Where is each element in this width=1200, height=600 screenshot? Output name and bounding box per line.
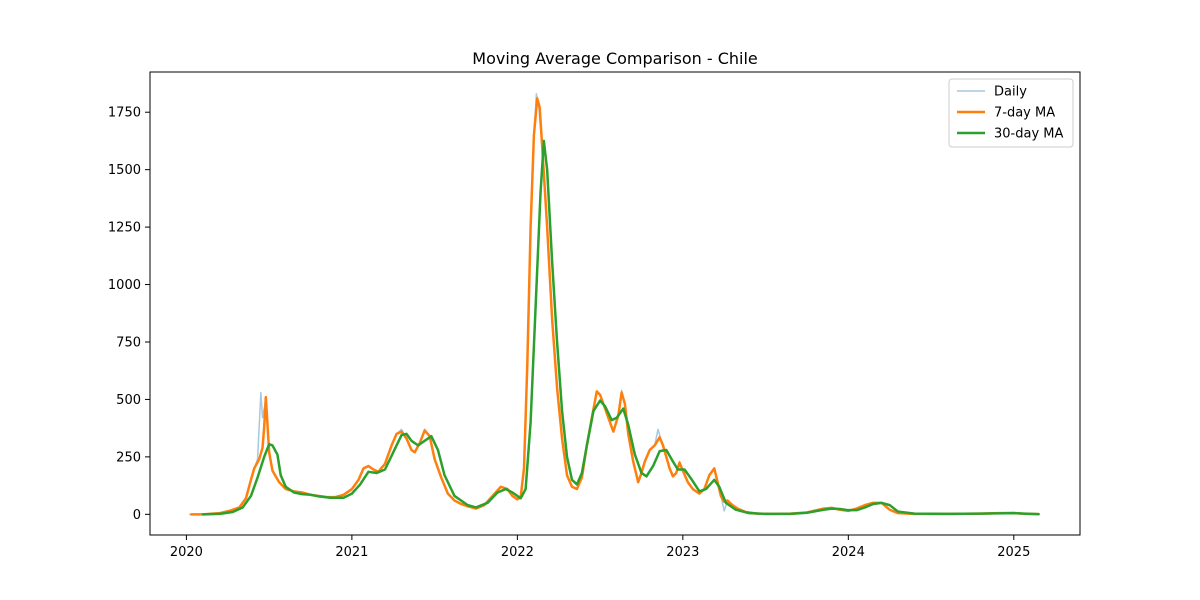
y-tick-label: 250 (116, 450, 141, 465)
legend: Daily 7-day MA 30-day MA (948, 78, 1074, 148)
x-tick-label: 2020 (170, 545, 203, 560)
x-tick-label: 2022 (501, 545, 534, 560)
y-tick-label: 500 (116, 393, 141, 408)
legend-label: 30-day MA (994, 127, 1063, 142)
y-tick-label: 1250 (108, 221, 141, 236)
legend-label: 7-day MA (994, 106, 1055, 121)
series-layer (188, 93, 1040, 516)
x-tick-label: 2021 (335, 545, 368, 560)
chart-title: Moving Average Comparison - Chile (472, 49, 757, 68)
legend-box (948, 78, 1074, 148)
y-tick-label: 750 (116, 335, 141, 350)
y-tick-label: 1500 (108, 163, 141, 178)
y-tick-label: 0 (133, 508, 141, 523)
plot-background (150, 72, 1080, 535)
x-tick-label: 2024 (832, 545, 865, 560)
axes-layer: 2020 2021 2022 2023 2024 2025 0 250 500 750 1000 12… (108, 71, 1081, 560)
legend-label: Daily (994, 85, 1027, 100)
x-tick-label: 2023 (666, 545, 699, 560)
series-line-30-day-ma (201, 139, 1040, 516)
y-tick-label: 1000 (108, 278, 141, 293)
y-tick-label: 1750 (108, 106, 141, 121)
x-tick-label: 2025 (997, 545, 1030, 560)
plot-area (150, 72, 1080, 535)
axes-frame (149, 71, 1081, 536)
